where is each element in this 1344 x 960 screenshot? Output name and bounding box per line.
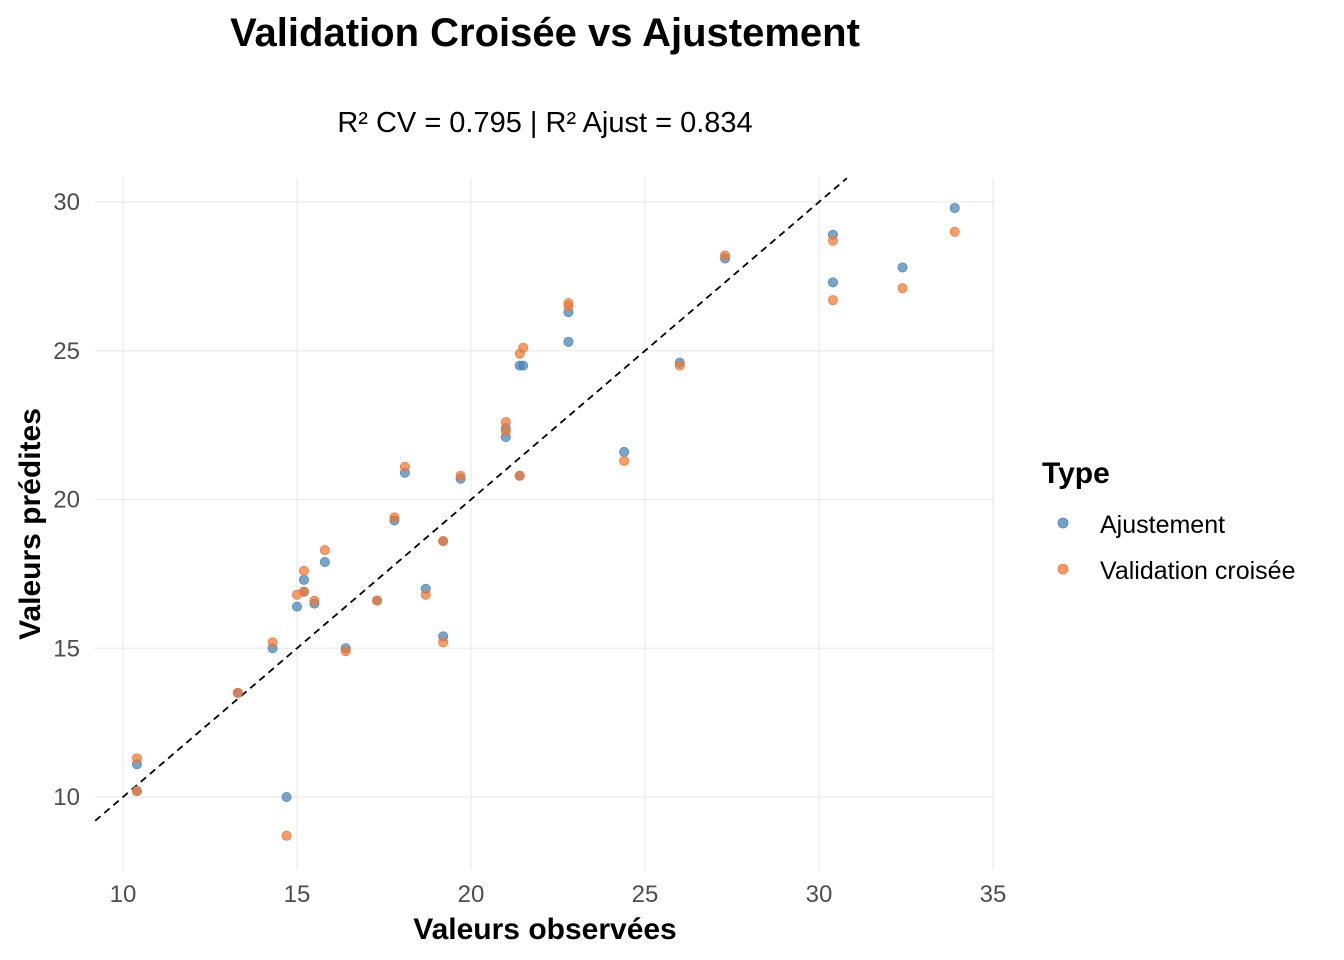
data-point [298, 565, 309, 576]
data-point [827, 295, 838, 306]
x-tick-label: 10 [110, 881, 137, 908]
data-point [518, 342, 529, 353]
data-point [131, 753, 142, 764]
y-tick-label: 25 [53, 338, 80, 365]
data-point [720, 250, 731, 261]
data-point [399, 461, 410, 472]
data-point [438, 536, 449, 547]
data-point [674, 360, 685, 371]
data-point [267, 637, 278, 648]
data-point [319, 545, 330, 556]
y-tick-label: 10 [53, 784, 80, 811]
x-axis-title: Valeurs observées [413, 913, 677, 946]
data-point [232, 687, 243, 698]
data-point [438, 637, 449, 648]
data-point [281, 792, 292, 803]
data-point [563, 336, 574, 347]
x-tick-label: 20 [458, 881, 485, 908]
data-point [298, 574, 309, 585]
data-point [455, 470, 466, 481]
y-axis-ticks: 10 15 20 25 30 [53, 189, 80, 811]
identity-reference-line [94, 177, 848, 822]
data-point [827, 277, 838, 288]
data-point [389, 512, 400, 523]
data-point [619, 446, 630, 457]
data-point [420, 589, 431, 600]
x-tick-label: 15 [284, 881, 311, 908]
series-1 [131, 226, 960, 841]
grid [95, 178, 995, 870]
data-point [514, 470, 525, 481]
data-point [949, 202, 960, 213]
legend-label-ajustement: Ajustement [1100, 511, 1225, 539]
data-point [309, 595, 320, 606]
x-tick-label: 25 [632, 881, 659, 908]
data-point [563, 298, 574, 309]
x-tick-label: 35 [980, 881, 1007, 908]
data-point [291, 601, 302, 612]
data-point [897, 262, 908, 273]
chart-subtitle: R² CV = 0.795 | R² Ajust = 0.834 [337, 107, 752, 139]
data-point [949, 226, 960, 237]
legend: Type Ajustement Validation croisée [1042, 457, 1295, 585]
data-point [340, 646, 351, 657]
legend-swatch-validation-croisee [1057, 563, 1069, 575]
x-tick-label: 30 [806, 881, 833, 908]
series-0 [131, 202, 960, 803]
legend-label-validation-croisee: Validation croisée [1100, 557, 1295, 585]
chart-title: Validation Croisée vs Ajustement [230, 11, 860, 55]
data-point [500, 426, 511, 437]
data-point [319, 556, 330, 567]
data-point [897, 283, 908, 294]
data-points [131, 202, 960, 841]
data-point [827, 235, 838, 246]
data-point [619, 455, 630, 466]
identity-line [94, 177, 848, 822]
y-tick-label: 30 [53, 189, 80, 216]
y-axis-title: Valeurs prédites [14, 408, 47, 640]
x-axis-ticks: 10 15 20 25 30 35 [110, 881, 1007, 908]
data-point [131, 786, 142, 797]
data-point [281, 830, 292, 841]
legend-swatch-ajustement [1057, 517, 1069, 529]
data-point [372, 595, 383, 606]
data-point [500, 417, 511, 428]
y-tick-label: 15 [53, 635, 80, 662]
y-tick-label: 20 [53, 487, 80, 514]
data-point [518, 360, 529, 371]
legend-title: Type [1042, 457, 1110, 490]
data-point [298, 586, 309, 597]
